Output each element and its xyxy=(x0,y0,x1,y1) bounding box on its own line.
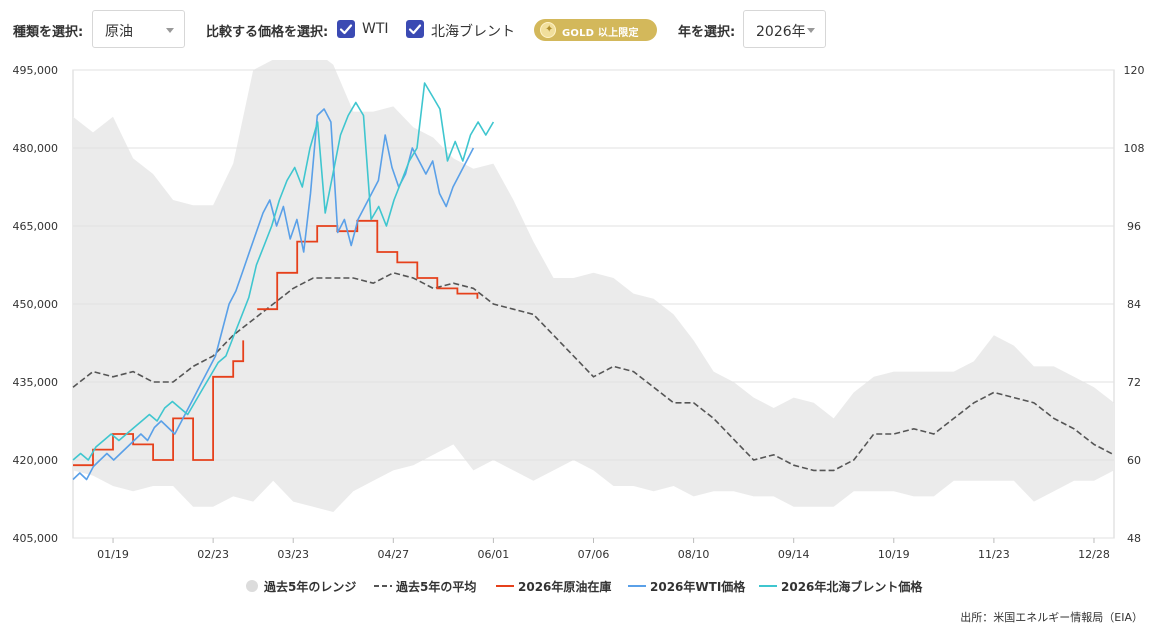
y-left-tick-label: 420,000 xyxy=(13,454,59,467)
x-tick-label: 03/23 xyxy=(277,548,309,561)
legend-label-average: 過去5年の平均 xyxy=(396,580,477,594)
inventory-line xyxy=(257,219,479,311)
control-bar: 種類を選択: 原油 比較する価格を選択: WTI 北海ブレント ✦ GOLD 以… xyxy=(0,0,1165,60)
x-tick-label: 06/01 xyxy=(478,548,510,561)
x-tick-label: 12/28 xyxy=(1078,548,1110,561)
y-left-tick-label: 465,000 xyxy=(13,220,59,233)
wti-checkbox[interactable] xyxy=(337,20,355,38)
type-select-value: 原油 xyxy=(105,24,133,40)
chart: 405,000 420,000 435,000 450,000 465,000 480,0… xyxy=(13,60,1145,561)
year-select-label: 年を選択: xyxy=(678,25,736,40)
y-left-tick-label: 450,000 xyxy=(13,298,59,311)
gold-badge-text: GOLD 以上限定 xyxy=(562,28,639,39)
type-select-label: 種類を選択: xyxy=(13,25,84,40)
y-right-tick-label: 120 xyxy=(1124,64,1145,77)
y-right-tick-label: 60 xyxy=(1127,454,1141,467)
inventory-line xyxy=(73,340,245,467)
x-tick-label: 01/19 xyxy=(97,548,129,561)
year-select-value: 2026年 xyxy=(756,24,806,40)
brent-checkbox[interactable] xyxy=(406,20,424,38)
wti-checkbox-label[interactable]: WTI xyxy=(362,21,389,37)
chevron-down-icon xyxy=(807,28,815,33)
y-right-tick-label: 108 xyxy=(1124,142,1145,155)
average-line xyxy=(72,271,1115,472)
legend-label-brent: 2026年北海ブレント価格 xyxy=(781,580,923,594)
year-select[interactable]: 2026年 xyxy=(743,10,826,48)
gold-coin-icon: ✦ xyxy=(540,22,556,38)
brent-checkbox-label[interactable]: 北海ブレント xyxy=(431,24,515,40)
line-swatch-icon xyxy=(628,585,646,587)
y-right-tick-label: 72 xyxy=(1127,376,1141,389)
y-left-tick-label: 405,000 xyxy=(13,532,59,545)
x-tick-label: 10/19 xyxy=(878,548,910,561)
y-right-tick-label: 84 xyxy=(1127,298,1141,311)
x-tick-label: 04/27 xyxy=(377,548,409,561)
circle-swatch-icon xyxy=(246,580,258,592)
x-tick-label: 02/23 xyxy=(197,548,229,561)
x-tick-label: 07/06 xyxy=(578,548,610,561)
gold-badge[interactable]: ✦ GOLD 以上限定 xyxy=(534,19,657,41)
source-note: 出所：米国エネルギー情報局（EIA） xyxy=(960,611,1143,624)
y-left-tick-label: 480,000 xyxy=(13,142,59,155)
y-left-tick-label: 435,000 xyxy=(13,376,59,389)
brent-price-line xyxy=(72,82,495,461)
chart-legend: 過去5年のレンジ 過去5年の平均 2026年原油在庫 2026年WTI価格 20… xyxy=(0,578,1165,596)
legend-label-range: 過去5年のレンジ xyxy=(264,580,357,594)
y-left-tick-label: 495,000 xyxy=(13,64,59,77)
line-swatch-icon xyxy=(496,585,514,587)
y-right-tick-label: 48 xyxy=(1127,532,1141,545)
checkmark-icon xyxy=(339,24,353,35)
compare-label: 比較する価格を選択: xyxy=(206,25,329,40)
chevron-down-icon xyxy=(166,28,174,33)
legend-label-wti: 2026年WTI価格 xyxy=(650,580,746,594)
type-select[interactable]: 原油 xyxy=(92,10,185,48)
dashed-line-swatch-icon xyxy=(374,585,392,587)
line-swatch-icon xyxy=(759,585,777,587)
legend-label-inventory: 2026年原油在庫 xyxy=(518,580,612,594)
x-tick-label: 11/23 xyxy=(978,548,1010,561)
x-tick-label: 08/10 xyxy=(678,548,710,561)
x-tick-label: 09/14 xyxy=(778,548,810,561)
y-right-tick-label: 96 xyxy=(1127,220,1141,233)
checkmark-icon xyxy=(408,24,422,35)
